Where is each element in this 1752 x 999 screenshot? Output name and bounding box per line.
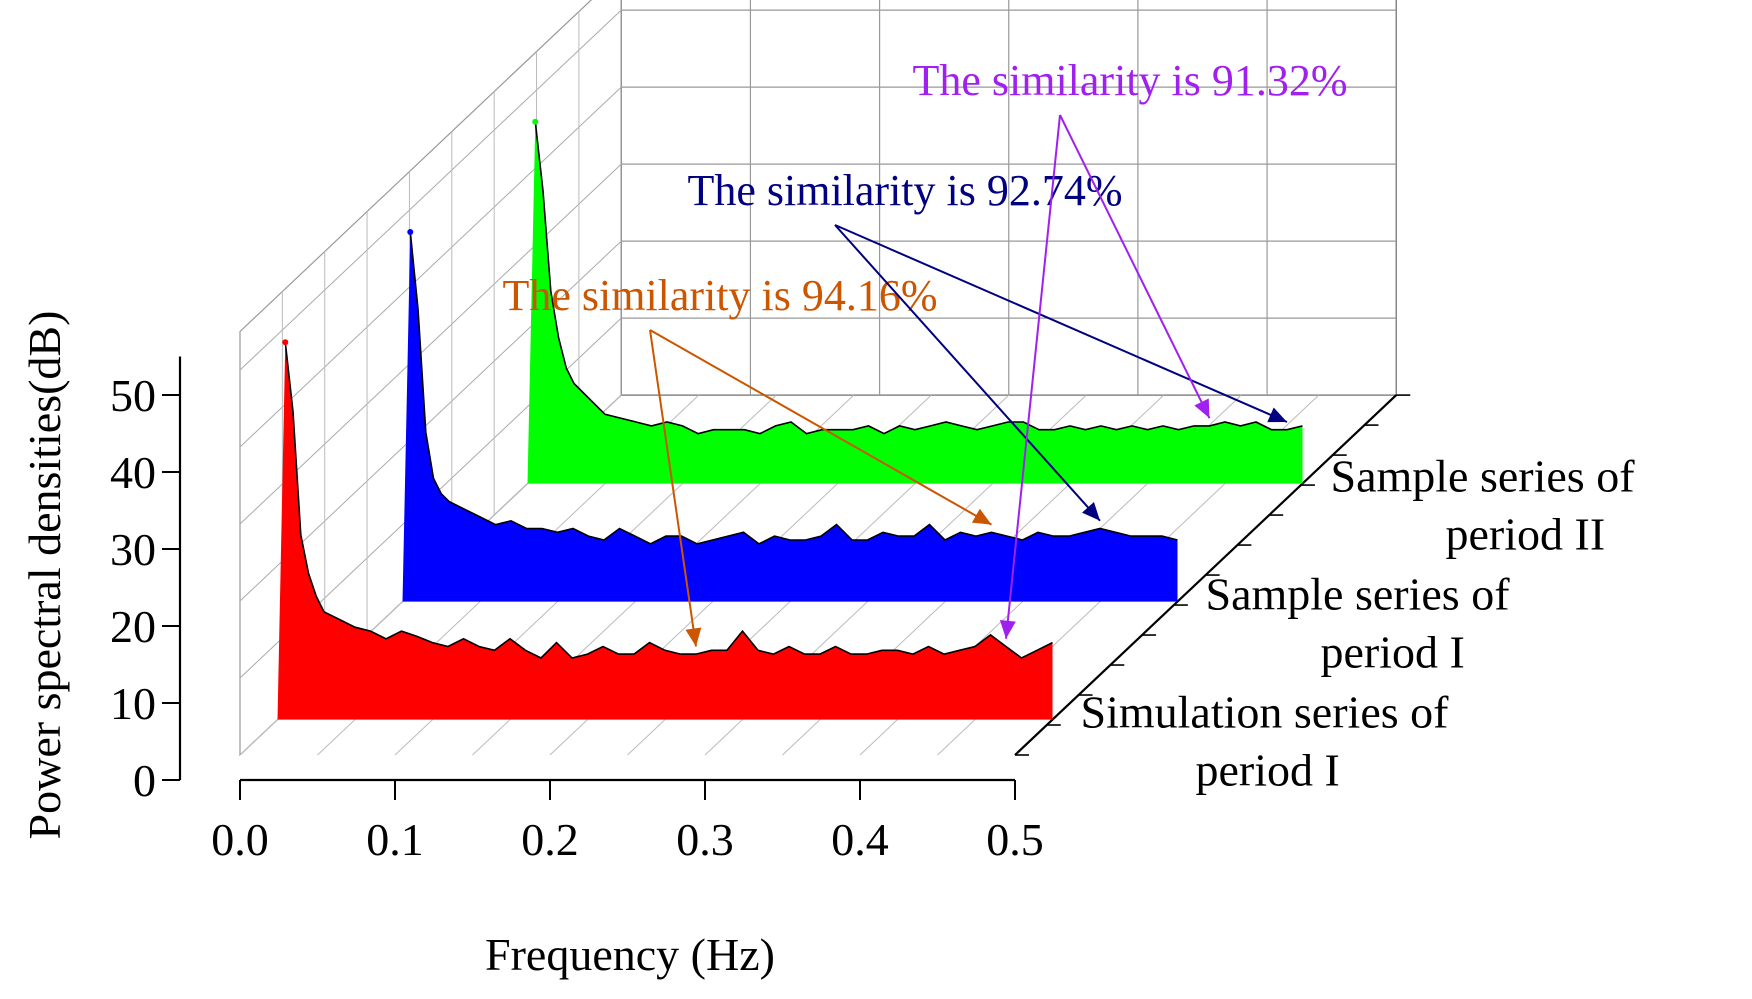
series-label-2-line-1: period II (1446, 509, 1606, 560)
series-label-0-line-0: Simulation series of (1081, 687, 1450, 738)
annotation-arrow-1 (834, 224, 1288, 423)
annotation-arrow-2 (1059, 114, 1211, 419)
left-wall-grid (239, 240, 622, 602)
annotation-text-0: The similarity is 94.16% (502, 271, 937, 320)
y-tick-label: 40 (110, 447, 156, 498)
series-area-2 (527, 121, 1303, 484)
x-axis-label: Frequency (Hz) (485, 929, 775, 980)
series-peak-1 (407, 229, 414, 235)
x-tick-label: 0.0 (211, 814, 269, 865)
annotation-arrowhead-1 (1082, 502, 1100, 521)
y-tick-label: 20 (110, 601, 156, 652)
y-tick-label: 50 (110, 370, 156, 421)
y-tick-label: 0 (133, 755, 156, 806)
y-tick-label: 30 (110, 524, 156, 575)
series-label-2-line-0: Sample series of (1331, 451, 1636, 502)
annotation-arrowhead-1 (1267, 407, 1287, 423)
x-tick-label: 0.5 (986, 814, 1044, 865)
series-area-layer: Sample series of period II Sample series o… (277, 118, 1636, 796)
left-wall-grid (239, 86, 622, 448)
series-peak-0 (282, 339, 289, 346)
series-peak-2 (532, 118, 539, 125)
annotation-arrow-2 (1005, 114, 1061, 639)
x-tick-label: 0.4 (831, 814, 889, 865)
annotation-arrow-0 (649, 329, 992, 526)
y-tick-label: 10 (110, 678, 156, 729)
series-label-0-line-1: period I (1196, 745, 1340, 796)
series-label-1-line-1: period I (1321, 627, 1465, 678)
left-wall-grid (239, 9, 622, 371)
annotation-arrow-0 (649, 329, 697, 647)
annotation-text-1: The similarity is 92.74% (687, 166, 1122, 215)
annotation-arrowhead-2 (1194, 398, 1210, 419)
annotation-arrowhead-0 (685, 627, 702, 647)
series-line-1 (409, 231, 1178, 545)
annotation-text-2: The similarity is 91.32% (912, 56, 1347, 105)
annotation-arrowhead-2 (999, 620, 1016, 639)
series-line-0 (284, 342, 1053, 659)
x-tick-label: 0.3 (676, 814, 734, 865)
series-line-2 (534, 121, 1303, 435)
series-label-1-line-0: Sample series of (1206, 569, 1511, 620)
annotation-arrowhead-0 (971, 508, 992, 525)
annotation-layer: The similarity is 94.16% The similarity i… (502, 56, 1348, 647)
x-tick-label: 0.1 (366, 814, 424, 865)
series-area-0 (277, 342, 1053, 720)
series-area-1 (402, 232, 1178, 602)
y-axis-label: Power spectral densities(dB) (19, 311, 70, 840)
annotation-arrow-1 (834, 224, 1101, 522)
x-tick-label: 0.2 (521, 814, 579, 865)
axis-layer: 0.0 0.1 0.2 0.3 0.4 0.5 0 10 20 30 40 50 (110, 356, 1044, 865)
left-wall-grid (239, 163, 622, 525)
